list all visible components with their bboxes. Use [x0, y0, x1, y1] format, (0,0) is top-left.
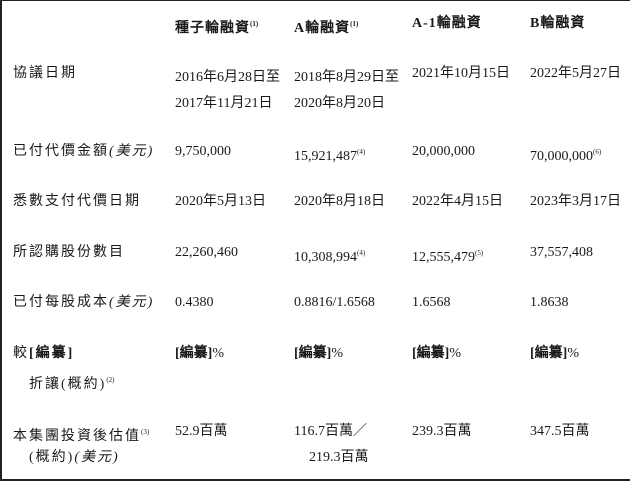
row-label-shares-subscribed: 所認購股份數目	[13, 245, 125, 260]
header-series-a: A輪融資(1)	[294, 20, 359, 36]
header-seed: 種子輪融資(1)	[175, 20, 259, 36]
row-label-agreement-date: 協議日期	[13, 66, 77, 81]
row-label-valuation: 本集團投資後估值(3)	[13, 428, 150, 444]
cell-shares-b: 37,557,408	[530, 245, 593, 260]
header-series-a1: A-1輪融資	[412, 16, 482, 31]
cell-discount-a: [編纂]%	[294, 346, 343, 361]
cell-settlement-b: 2023年3月17日	[530, 194, 621, 209]
cell-agreement-date-a: 2018年8月29日至 2020年8月20日	[294, 70, 399, 111]
cell-consideration-a: 15,921,487(4)	[294, 148, 366, 164]
cell-agreement-date-b: 2022年5月27日	[530, 66, 621, 81]
cell-valuation-a1: 239.3百萬	[412, 424, 472, 439]
cell-valuation-seed: 52.9百萬	[175, 424, 228, 439]
cell-agreement-date-seed: 2016年6月28日至 2017年11月21日	[175, 70, 280, 111]
row-label-settlement-date: 悉數支付代價日期	[13, 194, 141, 209]
cell-valuation-a-line2: 219.3百萬	[309, 450, 369, 465]
row-label-discount: 較[編纂]	[13, 346, 75, 361]
cell-shares-seed: 22,260,460	[175, 245, 238, 260]
row-label-consideration-paid: 已付代價金額(美元)	[13, 144, 155, 159]
cell-consideration-seed: 9,750,000	[175, 144, 231, 159]
cell-cost-seed: 0.4380	[175, 295, 214, 310]
cell-agreement-date-a1: 2021年10月15日	[412, 66, 510, 81]
cell-settlement-a: 2020年8月18日	[294, 194, 385, 209]
cell-shares-a: 10,308,994(4)	[294, 249, 366, 265]
cell-discount-seed: [編纂]%	[175, 346, 224, 361]
row-label-discount-line2: 折讓(概約)(2)	[29, 376, 115, 392]
cell-settlement-a1: 2022年4月15日	[412, 194, 503, 209]
cell-settlement-seed: 2020年5月13日	[175, 194, 266, 209]
cell-cost-a: 0.8816/1.6568	[294, 295, 375, 310]
cell-valuation-b: 347.5百萬	[530, 424, 590, 439]
cell-cost-b: 1.8638	[530, 295, 569, 310]
cell-consideration-a1: 20,000,000	[412, 144, 475, 159]
row-label-cost-per-share: 已付每股成本(美元)	[13, 295, 155, 310]
cell-discount-a1: [編纂]%	[412, 346, 461, 361]
cell-cost-a1: 1.6568	[412, 295, 451, 310]
cell-consideration-b: 70,000,000(6)	[530, 148, 602, 164]
cell-discount-b: [編纂]%	[530, 346, 579, 361]
cell-valuation-a: 116.7百萬／	[294, 424, 367, 439]
header-series-b: B輪融資	[530, 16, 586, 31]
cell-shares-a1: 12,555,479(5)	[412, 249, 484, 265]
row-label-valuation-line2: (概約)(美元)	[29, 450, 120, 465]
